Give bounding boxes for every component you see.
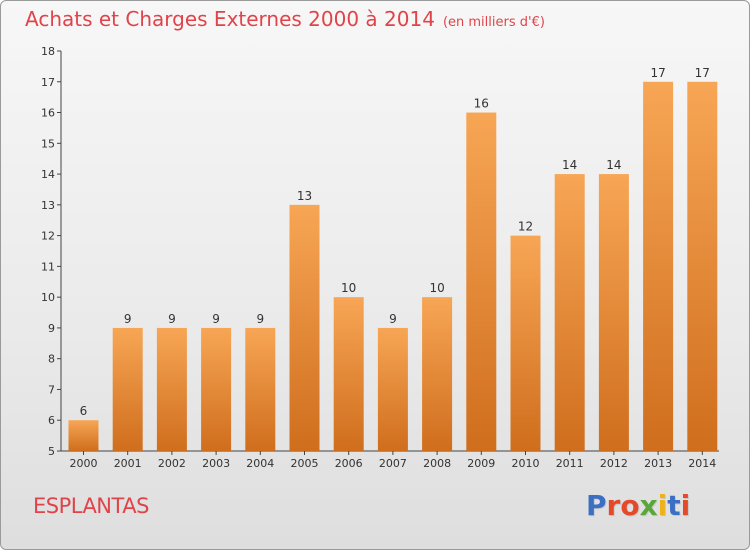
x-tick-label: 2007 xyxy=(379,457,407,470)
bar-2012 xyxy=(598,174,629,452)
y-tick-label: 18 xyxy=(41,45,55,58)
data-label: 10 xyxy=(429,281,444,295)
logo-letter: i xyxy=(680,489,691,522)
x-tick-label: 2011 xyxy=(556,457,584,470)
x-tick-label: 2001 xyxy=(114,457,142,470)
data-label: 9 xyxy=(168,312,176,326)
y-tick-label: 7 xyxy=(48,383,55,396)
logo-letter: i xyxy=(657,489,668,522)
chart-labels: 2000 6 2001 9 2002 9 2003 9 2004 9 2005 13 2006 10 200… xyxy=(70,66,717,470)
bar-2003 xyxy=(201,327,232,451)
bar-2000 xyxy=(68,420,99,451)
data-label: 14 xyxy=(606,158,621,172)
bar-2007 xyxy=(377,327,408,451)
bar-2010 xyxy=(510,235,541,451)
x-tick-label: 2010 xyxy=(512,457,540,470)
data-label: 9 xyxy=(256,312,264,326)
bar-2014 xyxy=(687,81,718,452)
x-tick-label: 2005 xyxy=(291,457,319,470)
bar-2001 xyxy=(112,327,143,451)
data-label: 17 xyxy=(695,66,710,80)
y-tick-label: 14 xyxy=(41,168,55,181)
x-tick-label: 2014 xyxy=(688,457,716,470)
chart-subtitle: (en milliers d'€) xyxy=(442,15,545,30)
data-label: 10 xyxy=(341,281,356,295)
data-label: 13 xyxy=(297,189,312,203)
x-tick-label: 2009 xyxy=(467,457,495,470)
logo-letter: P xyxy=(586,489,607,522)
bar-2008 xyxy=(422,297,453,451)
bar-2004 xyxy=(245,327,276,451)
y-tick-label: 13 xyxy=(41,199,55,212)
place-name: ESPLANTAS xyxy=(33,494,149,518)
x-tick-label: 2003 xyxy=(202,457,230,470)
bar-2002 xyxy=(156,327,187,451)
y-tick-label: 8 xyxy=(48,353,55,366)
logo-letter: t xyxy=(667,489,681,522)
bar-2011 xyxy=(554,174,585,452)
chart-title: Achats et Charges Externes 2000 à 2014 (e… xyxy=(25,7,545,31)
data-label: 12 xyxy=(518,220,533,234)
logo-letter: x xyxy=(639,489,658,522)
y-tick-label: 17 xyxy=(41,76,55,89)
logo-letter: r xyxy=(606,489,621,522)
x-tick-label: 2002 xyxy=(158,457,186,470)
bar-2006 xyxy=(333,297,364,451)
data-label: 9 xyxy=(389,312,397,326)
y-tick-label: 10 xyxy=(41,291,55,304)
chart-title-text: Achats et Charges Externes 2000 à 2014 xyxy=(25,7,435,31)
x-tick-label: 2000 xyxy=(70,457,98,470)
y-tick-label: 9 xyxy=(48,322,55,335)
chart-bars xyxy=(68,81,718,452)
bar-2013 xyxy=(643,81,674,452)
x-tick-label: 2008 xyxy=(423,457,451,470)
y-tick-label: 15 xyxy=(41,137,55,150)
data-label: 6 xyxy=(80,404,88,418)
y-tick-label: 16 xyxy=(41,107,55,120)
proxiti-logo[interactable]: Proxiti xyxy=(586,489,690,522)
y-tick-label: 11 xyxy=(41,260,55,273)
bar-2009 xyxy=(466,112,497,452)
y-tick-label: 12 xyxy=(41,230,55,243)
data-label: 14 xyxy=(562,158,577,172)
x-tick-label: 2004 xyxy=(246,457,274,470)
x-tick-label: 2006 xyxy=(335,457,363,470)
data-label: 17 xyxy=(650,66,665,80)
data-label: 9 xyxy=(212,312,220,326)
y-tick-label: 5 xyxy=(48,445,55,458)
x-tick-label: 2013 xyxy=(644,457,672,470)
data-label: 16 xyxy=(474,97,489,111)
bar-2005 xyxy=(289,204,320,451)
x-tick-label: 2012 xyxy=(600,457,628,470)
logo-letter: o xyxy=(620,489,640,522)
data-label: 9 xyxy=(124,312,132,326)
y-tick-label: 6 xyxy=(48,414,55,427)
